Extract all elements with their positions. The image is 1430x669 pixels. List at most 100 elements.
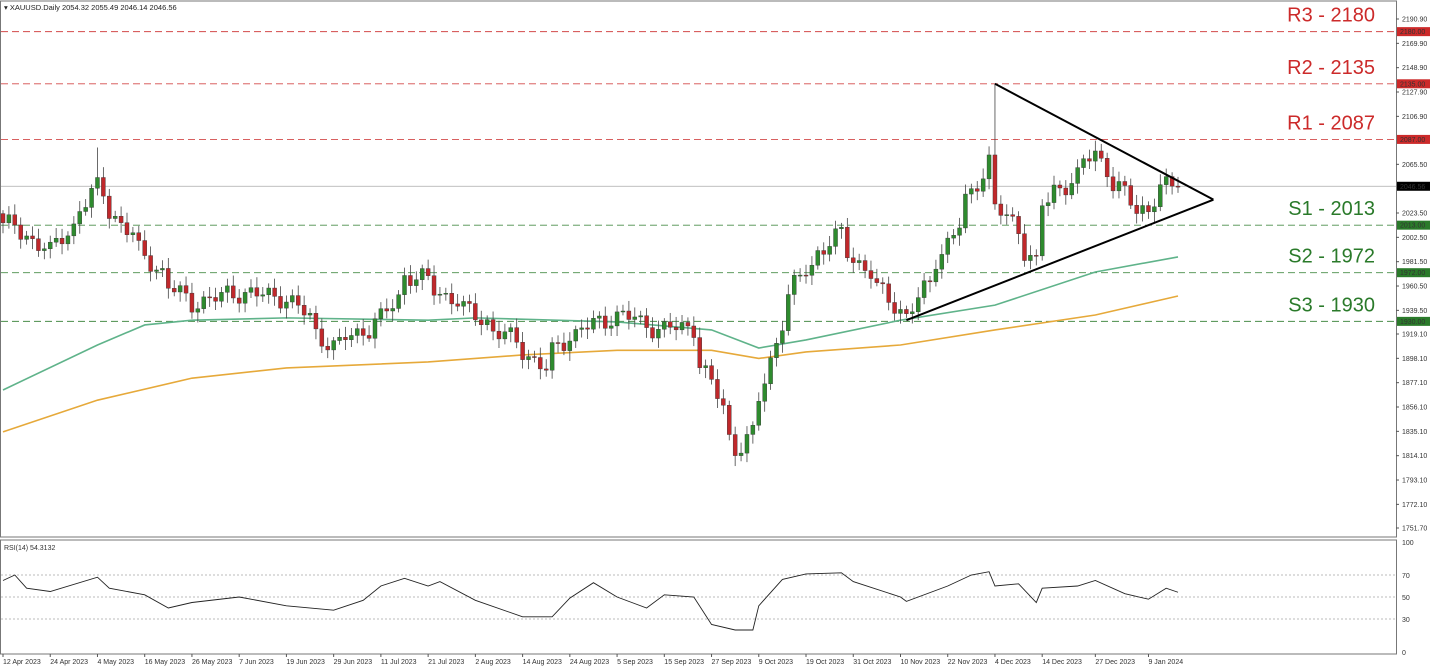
x-tick-label: 21 Jul 2023 <box>428 659 464 666</box>
y-tick-label: 1856.10 <box>1402 405 1427 412</box>
level-tag <box>1397 220 1430 230</box>
candle-body <box>437 293 443 296</box>
last-price-tag <box>1397 181 1430 191</box>
candle-body <box>219 292 224 302</box>
x-tick-label: 4 May 2023 <box>97 659 134 666</box>
candle-body <box>319 328 325 347</box>
candle-body <box>933 268 939 283</box>
x-tick-label: 14 Dec 2023 <box>1042 659 1082 666</box>
candle-body <box>1069 183 1074 196</box>
candle-body <box>148 255 153 272</box>
candle-body <box>207 296 212 299</box>
candle-body <box>83 207 88 212</box>
candle-body <box>479 319 484 325</box>
candle-body <box>242 292 248 304</box>
level-tag <box>1397 27 1430 37</box>
candle-body <box>260 294 265 297</box>
x-tick-label: 29 Jun 2023 <box>334 659 373 666</box>
candle-body <box>544 368 549 371</box>
candle-body <box>166 268 171 289</box>
level-tag-text: 2135.00 <box>1400 81 1425 88</box>
candle-body <box>715 379 720 399</box>
candle-body <box>124 222 130 235</box>
candle-body <box>130 232 136 235</box>
candle-body <box>709 365 714 380</box>
candle-body <box>24 235 29 240</box>
y-tick-label: 1960.50 <box>1402 284 1427 291</box>
candle-body <box>48 241 53 250</box>
candle-body <box>307 313 313 316</box>
candle-body <box>290 295 295 303</box>
candle-body <box>880 282 885 285</box>
candle-body <box>372 318 378 339</box>
candle-body <box>526 356 531 360</box>
candle-body <box>992 154 998 205</box>
level-tag-text: 2013.00 <box>1400 223 1425 230</box>
candle-body <box>390 308 395 312</box>
candle-body <box>378 308 384 319</box>
candle-body <box>614 311 620 327</box>
candle-body <box>986 154 992 180</box>
candle-body <box>1063 187 1069 196</box>
candle-body <box>455 303 460 307</box>
candle-body <box>603 315 608 329</box>
triangle-down-icon[interactable]: ▾ <box>4 3 8 12</box>
y-tick-label: 1877.10 <box>1402 380 1427 387</box>
y-tick-label: 2065.50 <box>1402 162 1427 169</box>
candle-body <box>331 340 336 351</box>
candle-body <box>1146 205 1151 213</box>
y-tick-label: 1772.10 <box>1402 502 1427 509</box>
y-tick-label: 2148.90 <box>1402 65 1427 72</box>
y-tick-label: 2190.90 <box>1402 17 1427 24</box>
candle-body <box>1016 216 1021 234</box>
candle-body <box>189 292 195 313</box>
candle-body <box>502 331 508 340</box>
candle-body <box>644 315 649 328</box>
moving-average-line-1 <box>2 256 1179 391</box>
y-tick-label: 2002.50 <box>1402 235 1427 242</box>
candle-body <box>1140 205 1145 214</box>
candle-body <box>839 226 844 230</box>
rsi-tick-label: 70 <box>1402 573 1410 580</box>
candle-body <box>296 295 301 306</box>
x-tick-label: 27 Dec 2023 <box>1095 659 1135 666</box>
candle-body <box>520 342 525 360</box>
candle-body <box>567 340 573 351</box>
candle-body <box>656 329 661 339</box>
candle-body <box>366 335 372 339</box>
candle-body <box>360 328 366 336</box>
candle-body <box>650 327 655 339</box>
candle-body <box>172 288 177 293</box>
level-label: S3 - 1930 <box>1288 294 1375 316</box>
x-tick-label: 19 Jun 2023 <box>286 659 325 666</box>
chart-header: ▾ XAUUSD.Daily 2054.32 2055.49 2046.14 2… <box>4 3 177 12</box>
candle-body <box>862 260 868 271</box>
y-tick-label: 1814.10 <box>1402 453 1427 460</box>
candle-body <box>1175 185 1181 188</box>
candle-body <box>1128 185 1133 206</box>
candle-body <box>821 250 826 255</box>
candle-body <box>768 357 773 385</box>
last-price-tag-text: 2046.56 <box>1400 184 1425 191</box>
level-tag-text: 1930.00 <box>1400 319 1425 326</box>
candle-body <box>679 322 685 331</box>
x-tick-label: 7 Jun 2023 <box>239 659 274 666</box>
candle-body <box>301 304 307 316</box>
candle-body <box>420 268 425 280</box>
candle-body <box>1039 205 1045 257</box>
candle-body <box>36 238 41 251</box>
y-tick-label: 2169.90 <box>1402 41 1427 48</box>
candle-body <box>597 315 602 319</box>
candle-body <box>951 235 956 239</box>
candle-body <box>856 260 862 263</box>
candle-body <box>65 235 71 245</box>
candle-body <box>697 337 702 368</box>
y-tick-label: 2106.90 <box>1402 114 1427 121</box>
candle-body <box>484 319 490 325</box>
candle-body <box>980 178 986 192</box>
candle-body <box>236 297 242 304</box>
level-tag <box>1397 79 1430 89</box>
rsi-tick-label: 100 <box>1402 540 1414 547</box>
candle-body <box>6 214 12 224</box>
